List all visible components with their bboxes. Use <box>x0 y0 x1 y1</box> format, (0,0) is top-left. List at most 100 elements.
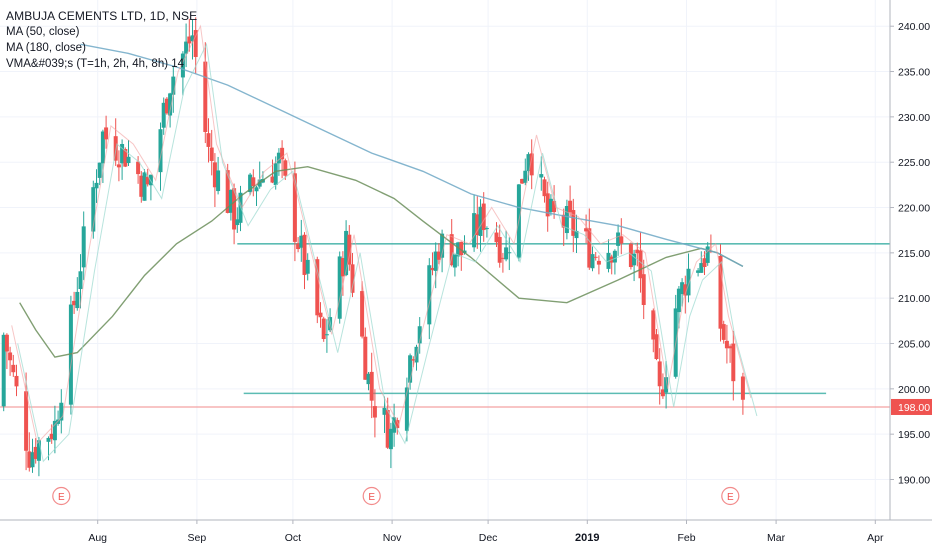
candle-body <box>500 257 505 259</box>
candle-body <box>657 361 662 387</box>
x-tick-label: Oct <box>285 532 301 544</box>
candle-body <box>411 359 416 361</box>
earnings-event-marker[interactable] <box>721 486 740 506</box>
candle-body <box>484 228 489 230</box>
candle-body <box>718 255 723 329</box>
earnings-event-marker[interactable] <box>52 486 71 506</box>
candle-body <box>616 232 621 246</box>
candle-body <box>33 446 38 459</box>
candle-body <box>158 129 163 173</box>
candle-body <box>203 61 208 132</box>
y-tick-label: 240.00 <box>898 21 930 33</box>
time-axis[interactable]: Aug Sep Oct Nov Dec 2019 Feb Mar Apr <box>0 519 932 544</box>
earnings-event-label: E <box>727 492 734 503</box>
candle-body <box>676 288 681 313</box>
earnings-event-label: E <box>368 492 375 503</box>
candle-body <box>504 247 509 260</box>
price-axis[interactable]: 190.00 195.00 200.00 205.00 210.00 215.00 220.… <box>889 0 932 550</box>
candle-body <box>683 284 688 296</box>
candle-body <box>296 243 301 250</box>
candle-body <box>324 334 329 336</box>
candle-body <box>638 250 643 279</box>
candle-body <box>427 265 432 325</box>
candle-body <box>187 36 192 44</box>
candle-body <box>571 210 576 236</box>
candle-body <box>459 241 464 256</box>
candle-body <box>52 420 57 441</box>
candle-body <box>520 178 525 184</box>
candle-body <box>46 437 51 442</box>
last-price-label: 198.00 <box>898 402 930 414</box>
candle-body <box>564 205 569 234</box>
earnings-event-marker[interactable] <box>362 486 381 506</box>
candle-body <box>299 235 304 248</box>
candle-body <box>433 251 438 271</box>
candle-body <box>593 256 598 258</box>
candle-body <box>180 53 185 78</box>
candle-body <box>235 219 240 226</box>
y-tick-label: 235.00 <box>898 67 930 79</box>
candle-body <box>344 230 349 276</box>
support-resistance-lines <box>0 242 916 408</box>
earnings-event-label: E <box>58 492 65 503</box>
y-tick-label: 225.00 <box>898 157 930 169</box>
candle-body <box>347 234 352 265</box>
candle-body <box>116 164 121 168</box>
candle-body <box>664 377 669 393</box>
candle-body <box>628 243 633 268</box>
candle-body <box>366 373 371 385</box>
candle-body <box>587 228 592 268</box>
candle-body <box>232 188 237 230</box>
candle-body <box>478 206 483 236</box>
candle-body <box>542 179 547 197</box>
candle-body <box>36 440 41 461</box>
candle-body <box>385 409 390 448</box>
candle-body <box>273 163 278 185</box>
candle-body <box>148 174 153 186</box>
candle-body <box>72 300 77 306</box>
candle-body <box>59 402 64 421</box>
candle-body <box>523 170 528 183</box>
chart-grid <box>0 0 890 520</box>
candle-body <box>497 236 502 263</box>
x-tick-label: Aug <box>88 532 107 544</box>
candle-body <box>302 234 307 275</box>
candle-body <box>136 161 141 175</box>
candle-body <box>97 162 102 178</box>
candle-body <box>660 389 665 397</box>
candle-body <box>100 131 105 164</box>
legend-ma50[interactable]: MA (50, close) <box>6 26 80 38</box>
candle-body <box>248 174 253 193</box>
candle-body <box>440 233 445 258</box>
candle-body <box>404 387 409 431</box>
candle-body <box>472 213 477 248</box>
candle-body <box>190 35 195 42</box>
candle-body <box>337 256 342 319</box>
candle-body <box>126 156 131 164</box>
candle-body <box>206 133 211 147</box>
chart-legend: AMBUJA CEMENTS LTD, 1D, NSE MA (50, clos… <box>6 8 197 72</box>
candle-body <box>449 234 454 266</box>
candle-body <box>228 189 233 213</box>
candle-body <box>740 376 745 400</box>
candle-body <box>529 153 534 176</box>
candle-body <box>123 149 128 167</box>
candle-body <box>548 198 553 213</box>
candle-body <box>1 334 6 407</box>
candle-body <box>430 267 435 271</box>
candle-body <box>161 102 166 128</box>
vma-line <box>17 42 758 463</box>
legend-vma[interactable]: VMA&#039;s (T=1h, 2h, 4h, 8h) 14 <box>6 58 185 70</box>
candle-body <box>171 76 176 95</box>
candle-body <box>619 236 624 244</box>
legend-ma180[interactable]: MA (180, close) <box>6 42 86 54</box>
candle-body <box>632 253 637 266</box>
candle-body <box>270 176 275 183</box>
candle-body <box>283 160 288 176</box>
candle-body <box>305 259 310 274</box>
symbol-title[interactable]: AMBUJA CEMENTS LTD, 1D, NSE <box>6 9 198 23</box>
x-tick-label: Dec <box>479 532 498 544</box>
candle-body <box>363 336 368 380</box>
candle-body <box>94 182 99 189</box>
